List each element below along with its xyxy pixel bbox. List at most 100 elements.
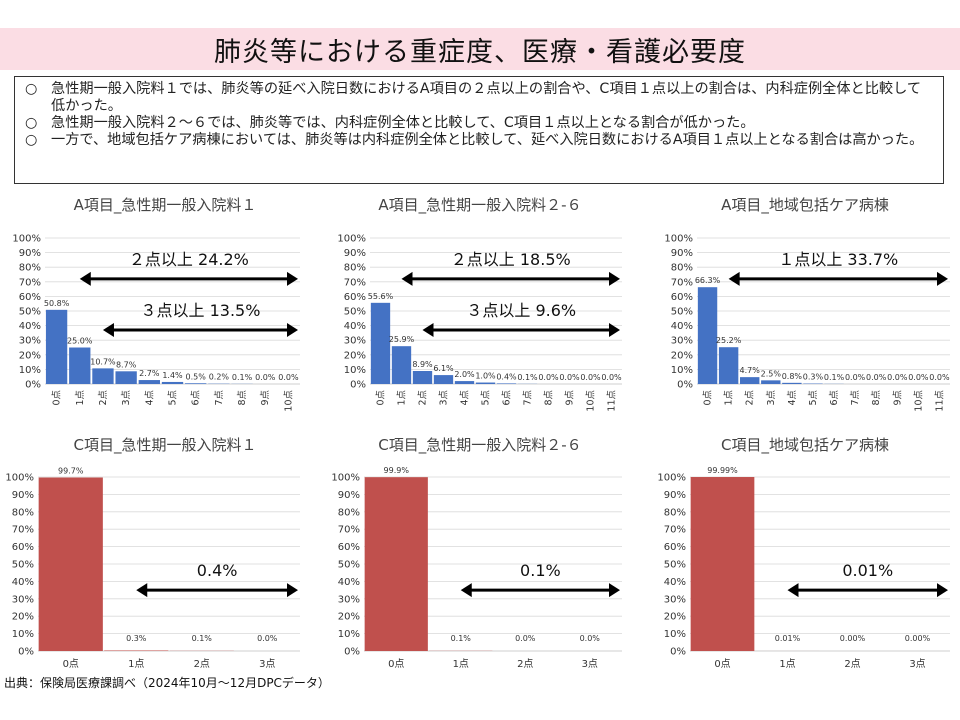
x-tick-label: 2点 [98,390,109,406]
y-tick-label: 20% [671,350,693,361]
bar [92,368,114,384]
y-tick-label: 40% [344,321,366,332]
chart-title-c-2-6: C項目_急性期一般入院料２-６ [378,436,582,454]
data-label: 0.0% [845,373,866,382]
x-tick-label: 1点 [128,658,144,670]
y-tick-label: 100% [337,234,366,245]
y-tick-label: 60% [12,542,34,553]
y-tick-label: 50% [344,307,366,318]
bar [740,377,760,384]
y-tick-label: 40% [19,321,41,332]
data-label: 2.7% [139,369,160,378]
y-tick-label: 0% [25,380,41,391]
y-tick-label: 10% [344,365,366,376]
x-tick-label: 11点 [934,390,945,412]
x-tick-label: 0点 [714,658,730,670]
y-tick-label: 50% [338,560,360,571]
y-tick-label: 90% [12,490,34,501]
y-tick-label: 20% [338,612,360,623]
y-tick-label: 10% [338,629,360,640]
y-tick-label: 70% [671,277,693,288]
annotation-arrow-head-left [79,271,91,286]
summary-text: 急性期一般入院料１では、肺炎等の延べ入院日数におけるA項目の２点以上の割合や、C… [51,81,922,114]
annotation-label: ３点以上 13.5% [141,301,261,320]
chart-title-a-community: A項目_地域包括ケア病棟 [721,196,889,214]
y-tick-label: 90% [664,490,686,501]
bar [364,477,428,651]
data-label: 0.3% [126,634,147,643]
data-label: 0.1% [517,373,538,382]
x-tick-label: 3点 [439,390,450,406]
y-tick-label: 60% [19,292,41,303]
y-tick-label: 80% [338,507,360,518]
y-tick-label: 80% [664,507,686,518]
y-tick-label: 0% [677,380,693,391]
data-label: 0.0% [887,373,908,382]
x-tick-label: 1点 [453,658,469,670]
data-label: 8.9% [412,360,433,369]
data-label: 0.5% [186,372,207,381]
x-tick-label: 4点 [144,390,155,406]
x-tick-label: 1点 [779,658,795,670]
x-tick-label: 7点 [214,390,225,406]
bullet-mark: ○ [25,132,38,148]
y-tick-label: 40% [671,321,693,332]
data-label: 0.1% [232,373,253,382]
y-tick-label: 80% [344,263,366,274]
y-tick-label: 20% [12,612,34,623]
x-tick-label: 0点 [63,658,79,670]
y-tick-label: 30% [344,336,366,347]
y-tick-label: 50% [664,560,686,571]
data-label: 0.0% [255,373,276,382]
page-title-band: 肺炎等における重症度、医療・看護必要度 [0,28,960,70]
annotation-arrow-head-right [609,271,620,286]
annotation-arrow-head-right [609,583,620,598]
data-label: 25.9% [389,335,415,344]
x-tick-label: 9点 [260,390,271,406]
x-tick-label: 5点 [168,390,179,406]
y-tick-label: 30% [12,594,34,605]
x-tick-label: 2点 [194,658,210,670]
data-label: 0.4% [496,372,517,381]
y-tick-label: 0% [344,647,360,658]
y-tick-label: 0% [670,647,686,658]
data-label: 0.3% [803,373,824,382]
bar [391,346,412,384]
bar [69,347,91,384]
bar [496,383,517,384]
data-label: 0.00% [840,634,866,643]
y-tick-label: 30% [338,594,360,605]
x-tick-label: 11点 [607,390,618,412]
data-label: 0.0% [257,634,278,643]
y-tick-label: 70% [12,525,34,536]
annotation-label: 0.1% [520,561,561,580]
bar [718,347,739,384]
annotation-arrow-head-left [460,583,472,598]
bar [454,381,475,384]
bar [115,371,137,384]
data-label: 0.0% [908,373,929,382]
annotation-arrow-head-left [136,583,148,598]
bar [185,383,207,384]
data-label: 1.4% [162,371,183,380]
y-tick-label: 60% [344,292,366,303]
annotation-arrow-head-right [287,322,298,337]
x-tick-label: 1点 [75,390,86,406]
data-label: 1.0% [475,372,496,381]
data-label: 0.0% [515,634,536,643]
x-tick-label: 7点 [523,390,534,406]
y-tick-label: 0% [18,647,34,658]
annotation-arrow-head-right [937,583,948,598]
x-tick-label: 9点 [892,390,903,406]
data-label: 0.2% [209,373,230,382]
x-tick-label: 5点 [808,390,819,406]
data-label: 0.0% [929,373,950,382]
summary-item: ○ 急性期一般入院料１では、肺炎等の延べ入院日数におけるA項目の２点以上の割合や、… [25,81,933,115]
data-label: 2.5% [761,369,782,378]
summary-box: ○ 急性期一般入院料１では、肺炎等の延べ入院日数におけるA項目の２点以上の割合や、… [14,76,944,184]
data-label: 99.99% [707,466,738,475]
y-tick-label: 80% [671,263,693,274]
annotation-label: １点以上 33.7% [778,250,898,269]
bar [761,380,781,384]
